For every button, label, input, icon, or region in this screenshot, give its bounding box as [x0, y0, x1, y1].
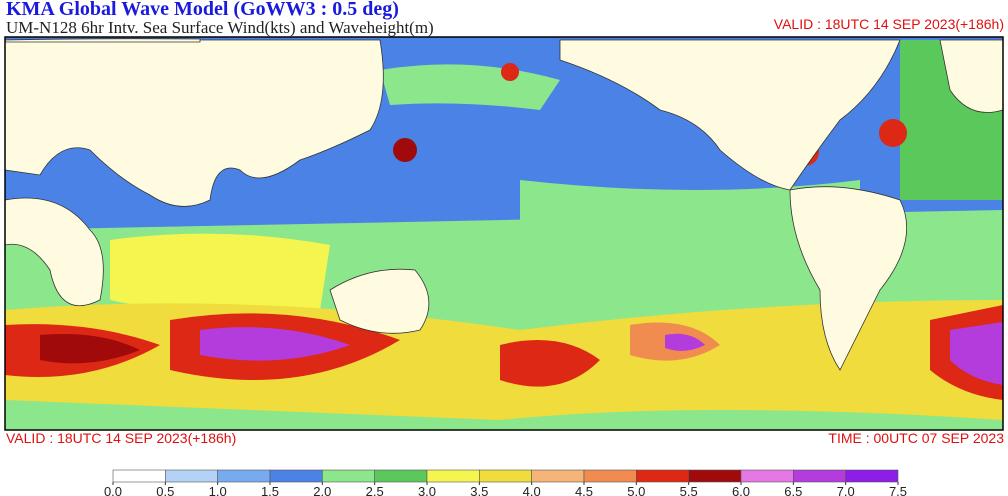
- colorbar-bin: [688, 469, 742, 483]
- colorbar-tick-label: 7.5: [889, 484, 907, 496]
- colorbar-tick-label: 1.0: [209, 484, 227, 496]
- colorbar-tick-label: 6.5: [784, 484, 802, 496]
- colorbar-tick-label: 1.5: [261, 484, 279, 496]
- storm: [501, 63, 519, 81]
- colorbar-tick-label: 7.0: [837, 484, 855, 496]
- colorbar-tick-label: 2.5: [366, 484, 384, 496]
- wave-field: [110, 233, 330, 314]
- colorbar-bin: [845, 469, 899, 483]
- colorbar-tick-label: 4.0: [523, 484, 541, 496]
- valid-time: VALID : 18UTC 14 SEP 2023(+186h): [773, 16, 1004, 32]
- subtitle: UM-N128 6hr Intv. Sea Surface Wind(kts) …: [6, 18, 434, 37]
- colorbar-bin: [583, 469, 637, 483]
- wave-field: [950, 322, 1003, 385]
- land: [4, 38, 1004, 371]
- title: KMA Global Wave Model (GoWW3 : 0.5 deg): [6, 0, 399, 20]
- wave-field: [500, 340, 600, 387]
- colorbar-bin: [793, 469, 846, 483]
- wave-field: [40, 334, 140, 364]
- wave-field: [200, 327, 350, 361]
- colorbar-bin: [636, 469, 689, 483]
- colorbar-tick-label: 5.0: [627, 484, 645, 496]
- colorbar-tick-label: 2.0: [313, 484, 331, 496]
- colorbar-bin: [322, 469, 375, 483]
- colorbar-bin: [740, 469, 794, 483]
- colorbar-bin: [426, 469, 480, 483]
- colorbar-bin: [531, 469, 585, 483]
- colorbar-bin: [165, 469, 218, 483]
- storm: [393, 138, 417, 162]
- colorbar-tick-label: 3.5: [470, 484, 488, 496]
- colorbar-bin: [269, 469, 323, 483]
- colorbar-bin: [217, 469, 271, 483]
- colorbar-tick-label: 6.0: [732, 484, 750, 496]
- colorbar-bin: [112, 469, 166, 483]
- colorbar-tick-label: 0.5: [156, 484, 174, 496]
- colorbar-tick-label: 3.0: [418, 484, 436, 496]
- wave-field: [520, 180, 860, 300]
- colorbar-bin: [374, 469, 428, 483]
- colorbar-bin: [479, 469, 532, 483]
- valid-time: VALID : 18UTC 14 SEP 2023(+186h): [6, 430, 237, 446]
- wave-field: [665, 333, 705, 351]
- init-time: TIME : 00UTC 07 SEP 2023: [828, 430, 1004, 446]
- storm: [879, 119, 907, 147]
- colorbar-tick-label: 0.0: [104, 484, 122, 496]
- colorbar-tick-label: 4.5: [575, 484, 593, 496]
- map-frame: [4, 36, 1004, 431]
- colorbar-tick-label: 5.5: [680, 484, 698, 496]
